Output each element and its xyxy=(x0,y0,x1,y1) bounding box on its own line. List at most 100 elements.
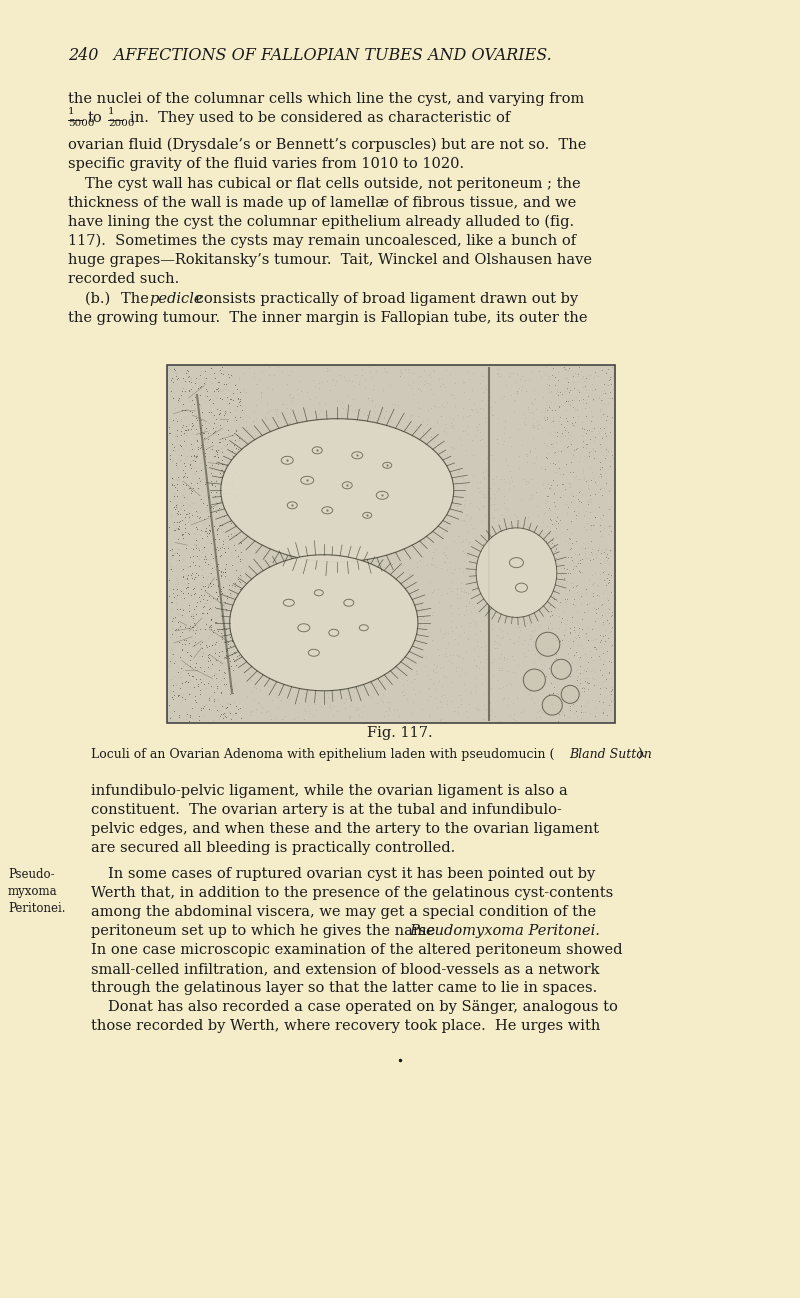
Point xyxy=(184,550,197,571)
Point xyxy=(498,419,511,440)
Point xyxy=(273,602,286,623)
Point xyxy=(546,400,558,421)
Point xyxy=(183,366,196,387)
Point xyxy=(550,657,562,678)
Point xyxy=(212,404,225,424)
Point xyxy=(397,428,410,449)
Point xyxy=(415,644,428,665)
Point xyxy=(318,604,330,624)
Point xyxy=(250,395,262,415)
Point xyxy=(234,574,247,594)
Point xyxy=(441,392,454,413)
Point xyxy=(206,666,218,687)
Point xyxy=(271,411,284,432)
Point xyxy=(222,620,235,641)
Point xyxy=(415,600,428,620)
Point xyxy=(196,414,209,435)
Point xyxy=(214,360,227,380)
Point xyxy=(306,505,318,526)
Point xyxy=(223,388,236,409)
Point xyxy=(493,572,506,593)
Point xyxy=(586,539,598,559)
Point xyxy=(522,506,534,527)
Point xyxy=(262,357,275,378)
Point xyxy=(204,591,217,611)
Point xyxy=(471,419,484,440)
Point xyxy=(445,617,458,637)
Point xyxy=(381,540,394,561)
Point xyxy=(386,474,399,495)
Point xyxy=(194,376,206,397)
Point xyxy=(381,504,394,524)
Point xyxy=(195,458,208,479)
Point xyxy=(497,565,510,585)
Point xyxy=(322,510,335,531)
Point xyxy=(440,537,453,558)
Point xyxy=(239,435,252,456)
Point xyxy=(186,413,198,434)
Point xyxy=(174,496,187,517)
Point xyxy=(271,648,284,668)
Point xyxy=(276,709,289,729)
Point xyxy=(445,580,458,601)
Point xyxy=(233,392,246,413)
Circle shape xyxy=(551,659,571,679)
Point xyxy=(170,593,183,614)
Point xyxy=(414,478,426,498)
Point xyxy=(211,500,224,520)
Point xyxy=(306,483,318,504)
Point xyxy=(599,631,612,652)
Point xyxy=(237,496,250,517)
Point xyxy=(562,562,574,583)
Point xyxy=(561,410,574,431)
Point xyxy=(263,650,276,671)
Point xyxy=(278,661,291,681)
Point xyxy=(220,697,233,718)
Point xyxy=(494,627,507,648)
Point xyxy=(173,585,186,606)
Text: Bland Sutton: Bland Sutton xyxy=(569,748,652,761)
Point xyxy=(602,662,615,683)
Point xyxy=(569,628,582,649)
Point xyxy=(502,478,515,498)
Point xyxy=(230,421,242,441)
Point xyxy=(558,367,571,388)
Point xyxy=(462,591,475,611)
Point xyxy=(346,602,359,623)
Point xyxy=(214,437,227,458)
Point xyxy=(502,472,515,493)
Point xyxy=(232,491,245,511)
Point xyxy=(389,393,402,414)
Point xyxy=(461,362,474,383)
Point xyxy=(588,448,601,469)
Point xyxy=(338,366,350,387)
Point xyxy=(414,597,427,618)
Point xyxy=(262,535,274,556)
Point xyxy=(544,478,557,498)
Point xyxy=(362,619,375,640)
Point xyxy=(592,584,605,605)
Point xyxy=(246,600,259,620)
Point xyxy=(554,413,567,434)
Point xyxy=(220,556,233,576)
Point xyxy=(583,489,596,510)
Point xyxy=(490,466,503,487)
Point xyxy=(193,688,206,709)
Point xyxy=(443,596,456,617)
Point xyxy=(464,583,477,604)
Point xyxy=(340,665,353,685)
Point xyxy=(605,546,618,567)
Point xyxy=(406,443,419,463)
Point xyxy=(562,422,574,443)
Point xyxy=(541,485,554,506)
Point xyxy=(209,452,222,472)
Point xyxy=(220,693,233,714)
Point xyxy=(234,447,246,467)
Point xyxy=(262,556,274,576)
Point xyxy=(457,373,470,393)
Point xyxy=(410,458,422,479)
Point xyxy=(450,657,462,678)
Point xyxy=(350,421,363,441)
Point xyxy=(492,659,505,680)
Point xyxy=(388,566,401,587)
